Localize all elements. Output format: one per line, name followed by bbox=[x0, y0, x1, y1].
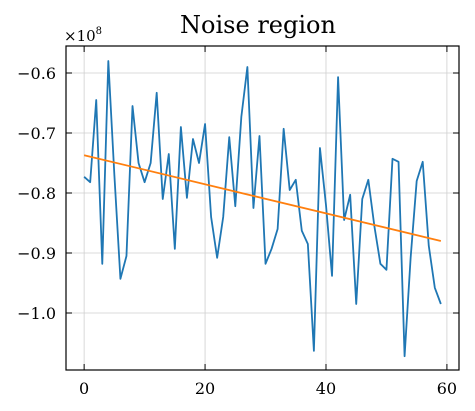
x-tick-label: 20 bbox=[195, 379, 215, 398]
y-tick-label: −0.6 bbox=[17, 64, 56, 83]
grid-lines bbox=[66, 46, 459, 370]
ticks-layer: 0 20 40 60 −1.0 −0.9 −0.8 −0.7 −0.6 bbox=[17, 46, 459, 398]
x-tick-label: 60 bbox=[437, 379, 457, 398]
y-tick-label: −0.7 bbox=[17, 124, 56, 143]
trend-line bbox=[83, 154, 442, 242]
x-tick-label: 40 bbox=[316, 379, 336, 398]
noise-series-line bbox=[83, 60, 442, 358]
plot-frame bbox=[65, 45, 460, 371]
y-tick-label: −0.8 bbox=[17, 184, 56, 203]
x-tick-label: 0 bbox=[79, 379, 89, 398]
y-offset-label: ×108 bbox=[64, 26, 102, 45]
y-tick-label: −0.9 bbox=[17, 244, 56, 263]
chart-title: Noise region bbox=[180, 11, 336, 39]
y-tick-label: −1.0 bbox=[17, 304, 56, 323]
series-layer bbox=[83, 60, 442, 358]
